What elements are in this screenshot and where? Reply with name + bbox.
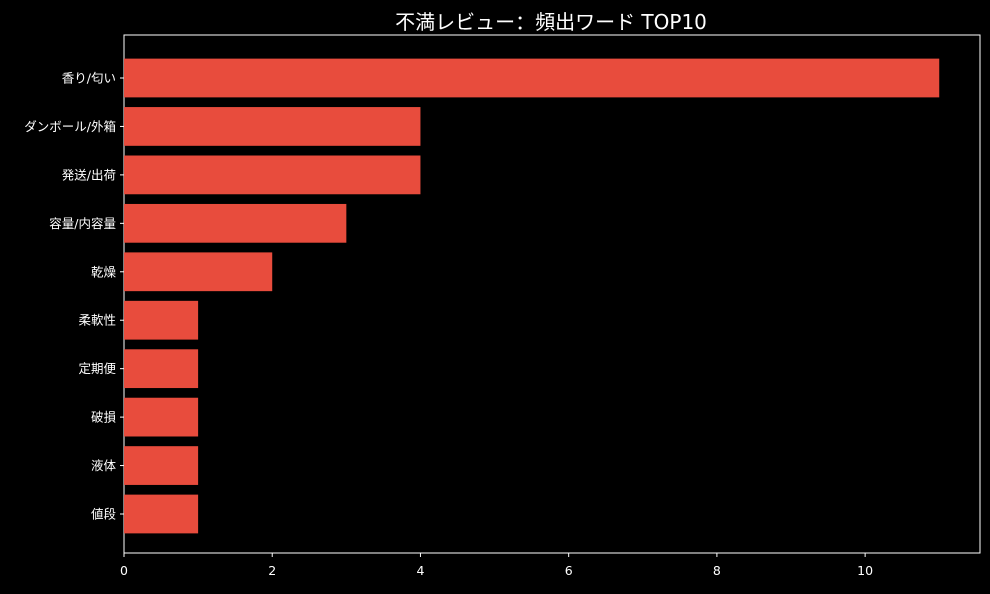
bar-3 (124, 155, 421, 195)
bar-2 (124, 107, 421, 146)
bar-10 (124, 494, 199, 534)
y-tick-label: 破損 (91, 410, 117, 425)
y-tick-label: 値段 (91, 507, 116, 522)
bar-7 (124, 349, 199, 389)
x-axis-ticks: 0 2 4 6 8 10 (120, 553, 873, 578)
x-tick-label: 2 (268, 563, 276, 578)
y-tick-label: ダンボール/外箱 (24, 119, 116, 134)
chart-title: 不満レビュー：頻出ワード TOP10 (395, 10, 707, 34)
bar-9 (124, 446, 199, 485)
bar-4 (124, 203, 347, 243)
y-tick-label: 乾燥 (91, 264, 117, 279)
y-tick-label: 香り/匂い (62, 71, 116, 86)
bars-group (124, 58, 940, 534)
x-tick-label: 10 (857, 563, 873, 578)
bar-8 (124, 397, 199, 437)
y-tick-label: 発送/出荷 (62, 167, 116, 182)
bar-6 (124, 300, 199, 340)
y-tick-label: 定期便 (78, 361, 116, 376)
y-tick-label: 容量/内容量 (49, 216, 116, 231)
plot-area-border (123, 34, 981, 554)
x-tick-label: 0 (120, 563, 128, 578)
bar-1 (124, 58, 940, 98)
plot-frame (123, 34, 981, 554)
bar-5 (124, 252, 273, 292)
x-tick-label: 8 (713, 563, 721, 578)
x-tick-label: 6 (565, 563, 573, 578)
x-tick-label: 4 (416, 563, 424, 578)
y-tick-label: 柔軟性 (78, 313, 116, 328)
y-tick-label: 液体 (91, 458, 117, 473)
